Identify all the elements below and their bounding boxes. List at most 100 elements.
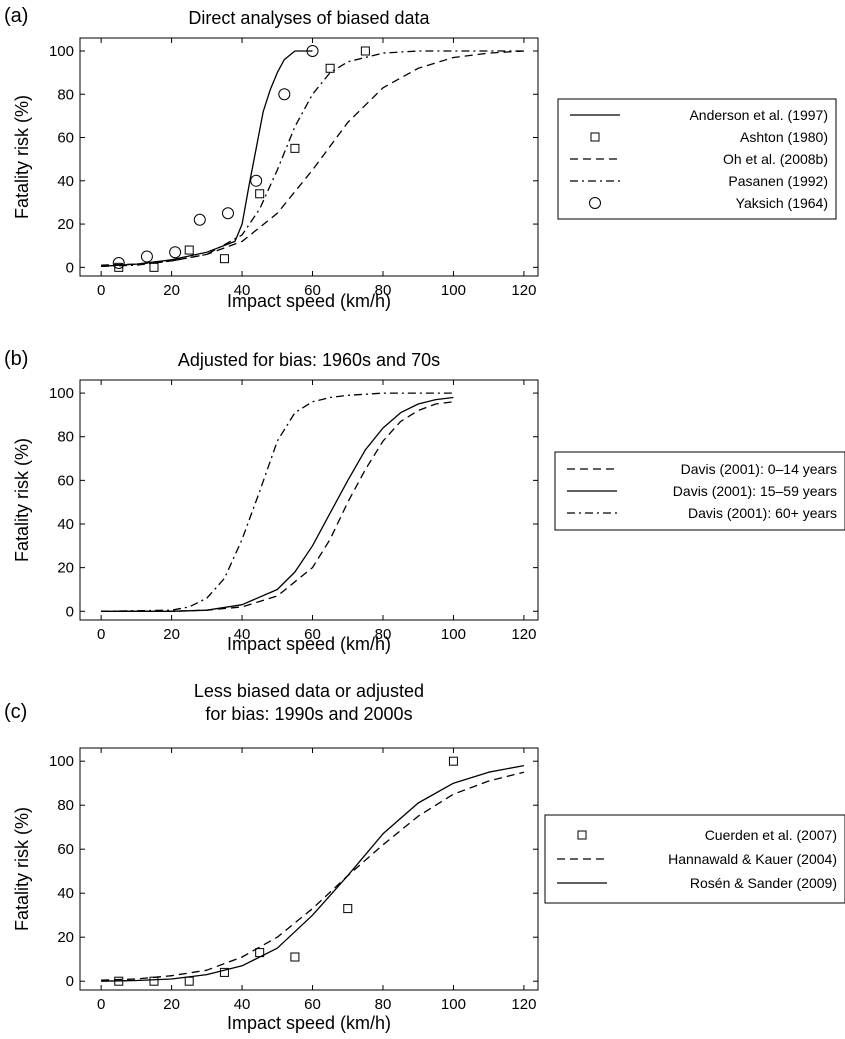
x-tick-label: 40 (234, 996, 251, 1013)
y-axis-label: Fatality risk (%) (12, 807, 32, 931)
series-3 (101, 50, 524, 266)
plot-frame (79, 379, 539, 621)
x-tick-label: 80 (375, 626, 392, 643)
series-line (101, 50, 524, 266)
x-tick-label: 100 (441, 996, 466, 1013)
series-1 (101, 401, 454, 612)
data-point (149, 262, 159, 272)
data-point (193, 213, 206, 226)
x-tick-label: 40 (234, 282, 251, 299)
x-tick-label: 120 (511, 996, 536, 1013)
y-axis-label: Fatality risk (%) (12, 438, 32, 562)
series-3 (101, 764, 525, 982)
chart-title: Less biased data or adjusted (194, 681, 424, 701)
y-tick-label: 0 (66, 973, 74, 990)
legend-marker (577, 830, 587, 840)
data-point (149, 976, 159, 986)
y-tick-label: 20 (57, 216, 74, 233)
x-tick-label: 0 (97, 626, 105, 643)
data-point (221, 207, 234, 220)
legend: Davis (2001): 0–14 years Davis (2001): 15… (554, 451, 845, 531)
x-tick-label: 20 (163, 996, 180, 1013)
panel-letter: (a) (4, 5, 28, 27)
y-tick-label: 80 (57, 86, 74, 103)
chart-title: Adjusted for bias: 1960s and 70s (178, 350, 440, 370)
chart-title: Direct analyses of biased data (188, 8, 430, 28)
x-tick-label: 80 (375, 282, 392, 299)
y-tick-label: 80 (57, 797, 74, 814)
series-line (101, 50, 313, 267)
y-tick-label: 40 (57, 885, 74, 902)
y-tick-label: 0 (66, 603, 74, 620)
x-tick-label: 20 (163, 626, 180, 643)
data-point (278, 88, 291, 101)
series-5 (112, 44, 319, 270)
legend: Anderson et al. (1997) Ashton (1980) Oh et… (557, 98, 837, 220)
series-4 (101, 50, 524, 267)
plot-frame (79, 747, 539, 991)
data-point (290, 143, 300, 153)
y-tick-label: 100 (49, 385, 74, 402)
y-axis-label: Fatality risk (%) (12, 95, 32, 219)
legend-label: Cuerden et al. (2007) (705, 827, 837, 843)
y-tick-label: 60 (57, 841, 74, 858)
y-tick-label: 0 (66, 259, 74, 276)
legend-box (557, 98, 837, 220)
x-tick-label: 120 (511, 282, 536, 299)
data-point (140, 250, 153, 263)
legend-label: Oh et al. (2008b) (723, 151, 828, 167)
series-line (101, 401, 454, 612)
x-tick-label: 40 (234, 626, 251, 643)
x-axis-label: Impact speed (km/h) (227, 1013, 391, 1033)
y-tick-label: 100 (49, 753, 74, 770)
legend-marker (590, 132, 600, 142)
legend-label: Davis (2001): 60+ years (688, 505, 837, 521)
series-line (101, 771, 525, 981)
x-tick-label: 20 (163, 282, 180, 299)
series-line (101, 396, 454, 612)
x-tick-label: 120 (511, 626, 536, 643)
legend-label: Davis (2001): 0–14 years (681, 461, 837, 477)
panel-2: (b) Adjusted for bias: 1960s and 70s 0 20 40… (4, 348, 845, 654)
y-tick-label: 40 (57, 173, 74, 190)
series-2 (101, 396, 454, 612)
legend-label: Pasanen (1992) (728, 173, 828, 189)
x-tick-label: 0 (97, 996, 105, 1013)
chart-title: for bias: 1990s and 2000s (205, 704, 412, 724)
x-axis-label: Impact speed (km/h) (227, 634, 391, 654)
legend: Cuerden et al. (2007) Hannawald & Kauer (… (544, 814, 845, 904)
x-tick-label: 100 (441, 626, 466, 643)
x-tick-label: 0 (97, 282, 105, 299)
legend-label: Rosén & Sander (2009) (690, 875, 837, 891)
legend-label: Hannawald & Kauer (2004) (668, 851, 837, 867)
data-point (169, 246, 182, 259)
data-point (219, 254, 229, 264)
data-point (219, 967, 229, 977)
series-2 (101, 771, 525, 981)
legend-label: Ashton (1980) (740, 129, 828, 145)
data-point (255, 189, 265, 199)
data-point (112, 257, 125, 270)
data-point (250, 174, 263, 187)
data-point (325, 63, 335, 73)
legend-marker (589, 197, 601, 209)
data-point (360, 46, 370, 56)
x-tick-label: 100 (441, 282, 466, 299)
y-tick-label: 80 (57, 429, 74, 446)
y-tick-label: 20 (57, 560, 74, 577)
y-tick-label: 60 (57, 130, 74, 147)
x-tick-label: 60 (304, 282, 321, 299)
series-1 (101, 50, 313, 267)
panel-letter: (b) (4, 348, 28, 370)
panel-3: (c) Less biased data or adjusted for bias:… (4, 681, 845, 1033)
series-3 (101, 392, 454, 612)
series-1 (114, 756, 458, 986)
plot-frame (79, 37, 539, 277)
y-tick-label: 40 (57, 516, 74, 533)
data-point (306, 44, 319, 57)
legend-label: Anderson et al. (1997) (689, 107, 828, 123)
panel-1: (a) Direct analyses of biased data 0 20 40 60… (4, 5, 837, 311)
series-line (101, 50, 524, 267)
legend-box (544, 814, 845, 904)
